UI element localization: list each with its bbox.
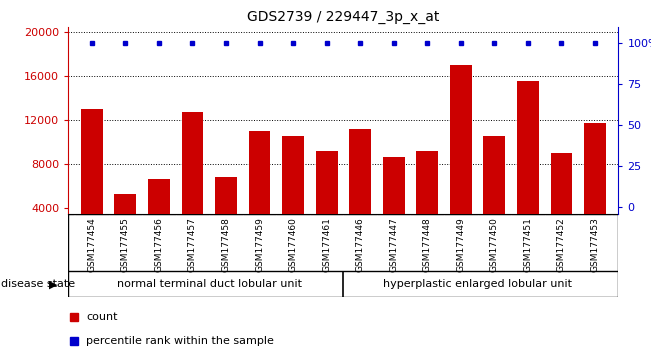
Bar bbox=[417, 150, 438, 251]
Bar bbox=[551, 153, 572, 251]
Text: GSM177455: GSM177455 bbox=[121, 218, 130, 273]
Text: GSM177448: GSM177448 bbox=[422, 218, 432, 272]
Bar bbox=[249, 131, 270, 251]
Bar bbox=[517, 81, 539, 251]
Text: GSM177461: GSM177461 bbox=[322, 218, 331, 273]
Bar bbox=[350, 129, 371, 251]
Text: GSM177447: GSM177447 bbox=[389, 218, 398, 272]
Text: percentile rank within the sample: percentile rank within the sample bbox=[86, 336, 274, 346]
Text: GSM177449: GSM177449 bbox=[456, 218, 465, 272]
Text: count: count bbox=[86, 312, 118, 322]
Bar bbox=[81, 109, 103, 251]
Bar bbox=[215, 177, 237, 251]
Text: disease state: disease state bbox=[1, 279, 76, 289]
Text: GSM177454: GSM177454 bbox=[87, 218, 96, 272]
Text: GSM177453: GSM177453 bbox=[590, 218, 600, 273]
Text: GSM177460: GSM177460 bbox=[288, 218, 298, 273]
Text: GSM177446: GSM177446 bbox=[355, 218, 365, 272]
Text: GSM177459: GSM177459 bbox=[255, 218, 264, 273]
Text: ▶: ▶ bbox=[49, 279, 58, 289]
Text: GSM177457: GSM177457 bbox=[188, 218, 197, 273]
Text: normal terminal duct lobular unit: normal terminal duct lobular unit bbox=[117, 279, 301, 289]
Bar bbox=[584, 123, 606, 251]
Bar bbox=[115, 194, 136, 251]
Bar bbox=[182, 112, 203, 251]
Text: GSM177451: GSM177451 bbox=[523, 218, 533, 273]
Text: hyperplastic enlarged lobular unit: hyperplastic enlarged lobular unit bbox=[383, 279, 572, 289]
Text: GSM177456: GSM177456 bbox=[154, 218, 163, 273]
Bar bbox=[484, 136, 505, 251]
Bar bbox=[316, 150, 337, 251]
Bar bbox=[450, 65, 472, 251]
Text: GSM177458: GSM177458 bbox=[221, 218, 230, 273]
Text: GSM177452: GSM177452 bbox=[557, 218, 566, 272]
Bar bbox=[282, 136, 304, 251]
Bar bbox=[148, 179, 170, 251]
Bar bbox=[383, 157, 405, 251]
Title: GDS2739 / 229447_3p_x_at: GDS2739 / 229447_3p_x_at bbox=[247, 10, 439, 24]
Text: GSM177450: GSM177450 bbox=[490, 218, 499, 273]
